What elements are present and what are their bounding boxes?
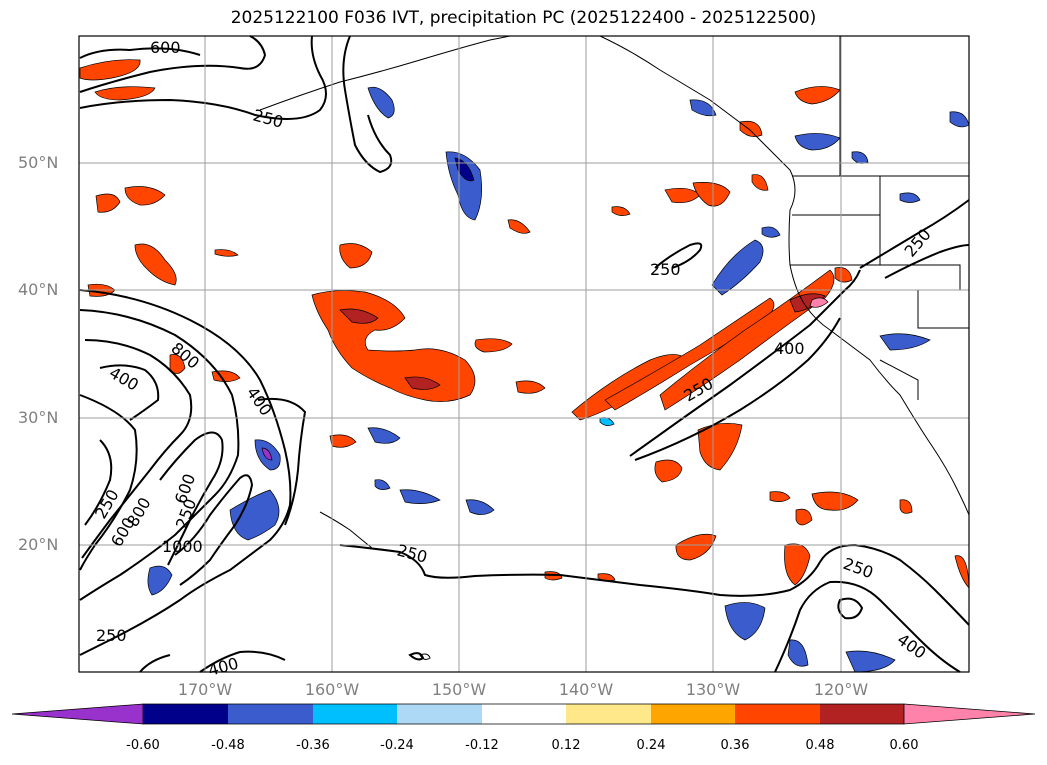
- colorbar-extend-high: [903, 703, 1036, 725]
- colorbar-tick-label: 0.60: [889, 738, 919, 753]
- colorbar-bin: [651, 704, 735, 724]
- lon-label-140w: 140°W: [558, 680, 614, 699]
- lat-label-30n: 30°N: [18, 408, 59, 427]
- colorbar-bin: [397, 704, 482, 724]
- colorbar-tick-label: 0.24: [636, 738, 666, 753]
- lat-label-50n: 50°N: [18, 153, 59, 172]
- colorbar-bin: [228, 704, 313, 724]
- contour-label: 250: [650, 260, 681, 279]
- colorbar: [11, 703, 1036, 725]
- precip-negative-shading: [147, 86, 970, 673]
- ivt-contours: [79, 35, 970, 673]
- lon-label-130w: 130°W: [685, 680, 741, 699]
- colorbar-tick-label: 0.12: [551, 738, 581, 753]
- contour-label: 400: [774, 339, 805, 358]
- map-area: [79, 36, 969, 672]
- lon-label-150w: 150°W: [431, 680, 487, 699]
- colorbar-tick-label: 0.48: [805, 738, 835, 753]
- contour-label: 600: [150, 38, 181, 57]
- precip-positive-shading: [79, 59, 970, 589]
- colorbar-bin: [566, 704, 651, 724]
- colorbar-tick-label: -0.48: [211, 738, 245, 753]
- lon-label-160w: 160°W: [304, 680, 360, 699]
- colorbar-tick-label: -0.36: [296, 738, 330, 753]
- colorbar-bin: [143, 704, 228, 724]
- colorbar-bin: [735, 704, 820, 724]
- colorbar-bin: [313, 704, 397, 724]
- colorbar-tick-label: 0.36: [720, 738, 750, 753]
- colorbar-tick-label: -0.24: [380, 738, 414, 753]
- graticule: [79, 36, 969, 672]
- contour-label: 1000: [162, 537, 203, 556]
- colorbar-extend-low: [11, 703, 144, 725]
- colorbar-tick-label: -0.60: [126, 738, 160, 753]
- colorbar-bin: [482, 704, 566, 724]
- map-title: 2025122100 F036 IVT, precipitation PC (2…: [230, 8, 817, 28]
- lat-label-20n: 20°N: [18, 535, 59, 554]
- colorbar-bin: [820, 704, 904, 724]
- map-border: [78, 35, 970, 673]
- lon-label-120w: 120°W: [813, 680, 869, 699]
- lon-label-170w: 170°W: [177, 680, 233, 699]
- lat-label-40n: 40°N: [18, 280, 59, 299]
- contour-label: 250: [96, 626, 127, 645]
- colorbar-tick-label: -0.12: [465, 738, 499, 753]
